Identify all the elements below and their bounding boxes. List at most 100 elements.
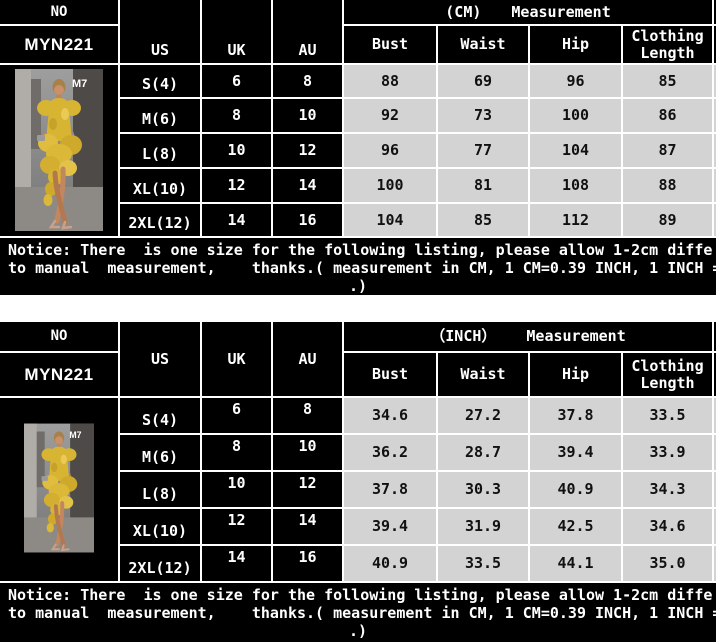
size-cell: 2XL(12)	[120, 204, 200, 236]
au-cell: 14	[273, 169, 342, 202]
au-cell: 16	[273, 204, 342, 236]
hip-cell: 44.1	[530, 546, 621, 581]
no-label: NO	[0, 322, 118, 351]
yellow-dress	[37, 98, 82, 206]
measurement-label: Measurement	[526, 327, 626, 345]
size-cell: M(6)	[120, 435, 200, 470]
length-cell: 34.3	[623, 472, 712, 507]
waist-cell: 81	[438, 169, 528, 202]
edge-sliver	[714, 26, 716, 63]
bust-cell: 104	[344, 204, 436, 236]
uk-cell: 8	[202, 435, 271, 470]
col-header-bust: Bust	[344, 353, 436, 396]
length-cell: 87	[623, 134, 712, 167]
au-cell: 12	[273, 134, 342, 167]
notice-block-inch: Notice: There is one size for the follow…	[0, 581, 716, 642]
size-cell: M(6)	[120, 99, 200, 132]
col-header-waist: Waist	[438, 353, 528, 396]
length-cell: 33.9	[623, 435, 712, 470]
edge-sliver	[714, 472, 716, 507]
col-header-uk: UK	[202, 0, 271, 63]
purse	[41, 476, 48, 481]
size-cell: XL(10)	[120, 169, 200, 202]
au-cell: 10	[273, 99, 342, 132]
bust-cell: 40.9	[344, 546, 436, 581]
waist-cell: 69	[438, 65, 528, 97]
edge-sliver	[714, 99, 716, 132]
size-chart-cm: NO MYN221 US UK AU (CM) Measurement Bust…	[0, 0, 716, 295]
size-chart-cm-grid: NO MYN221 US UK AU (CM) Measurement Bust…	[0, 0, 716, 236]
length-cell: 89	[623, 204, 712, 236]
uk-cell: 12	[202, 169, 271, 202]
edge-sliver	[714, 398, 716, 433]
no-label: NO	[0, 0, 118, 24]
size-cell: 2XL(12)	[120, 546, 200, 581]
col-header-bust: Bust	[344, 26, 436, 63]
notice-line-1: Notice: There is one size for the follow…	[8, 241, 713, 259]
au-cell: 8	[273, 65, 342, 97]
col-header-hip: Hip	[530, 26, 621, 63]
size-cell: L(8)	[120, 134, 200, 167]
length-cell: 86	[623, 99, 712, 132]
unit-header-cm: (CM) Measurement	[344, 0, 712, 24]
bust-cell: 96	[344, 134, 436, 167]
bust-cell: 88	[344, 65, 436, 97]
col-header-au: AU	[273, 322, 342, 396]
model-figure	[41, 431, 78, 552]
legs	[50, 501, 70, 552]
edge-sliver	[714, 435, 716, 470]
bust-cell: 37.8	[344, 472, 436, 507]
size-cell: S(4)	[120, 65, 200, 97]
size-cell: S(4)	[120, 398, 200, 433]
hip-cell: 104	[530, 134, 621, 167]
waist-cell: 85	[438, 204, 528, 236]
measurement-label: Measurement	[511, 2, 611, 21]
waist-cell: 30.3	[438, 472, 528, 507]
col-header-us: US	[120, 322, 200, 396]
notice-line-2: to manual measurement, thanks.( measurem…	[8, 259, 716, 277]
size-chart-inch-grid: NO MYN221 US UK AU （INCH） Measurement Bu…	[0, 322, 716, 581]
model-figure	[37, 79, 82, 230]
waist-cell: 27.2	[438, 398, 528, 433]
au-cell: 16	[273, 546, 342, 581]
hip-cell: 108	[530, 169, 621, 202]
product-photo-cell: M7	[0, 398, 118, 581]
length-cell: 85	[623, 65, 712, 97]
size-cell: XL(10)	[120, 509, 200, 544]
unit-label: （INCH）	[430, 327, 497, 345]
au-cell: 8	[273, 398, 342, 433]
photo-watermark: M7	[72, 78, 87, 90]
notice-block-cm: Notice: There is one size for the follow…	[0, 236, 716, 295]
col-header-au: AU	[273, 0, 342, 63]
purse	[37, 135, 45, 141]
col-header-us: US	[120, 0, 200, 63]
edge-sliver	[714, 353, 716, 396]
notice-line-3: .)	[348, 622, 368, 640]
edge-sliver	[714, 65, 716, 97]
length-cell: 88	[623, 169, 712, 202]
product-photo-cell: M7	[0, 65, 118, 236]
edge-sliver	[714, 509, 716, 544]
col-header-hip: Hip	[530, 353, 621, 396]
hip-cell: 37.8	[530, 398, 621, 433]
uk-cell: 12	[202, 509, 271, 544]
edge-sliver	[714, 0, 716, 24]
bust-cell: 34.6	[344, 398, 436, 433]
product-code: MYN221	[0, 26, 118, 63]
hip-cell: 100	[530, 99, 621, 132]
product-photo: M7	[24, 423, 94, 553]
edge-sliver	[714, 134, 716, 167]
length-cell: 35.0	[623, 546, 712, 581]
au-cell: 10	[273, 435, 342, 470]
size-chart-inch: NO MYN221 US UK AU （INCH） Measurement Bu…	[0, 322, 716, 642]
uk-cell: 14	[202, 546, 271, 581]
hip-cell: 42.5	[530, 509, 621, 544]
uk-cell: 10	[202, 472, 271, 507]
uk-cell: 8	[202, 99, 271, 132]
col-header-waist: Waist	[438, 26, 528, 63]
unit-label: (CM)	[445, 2, 482, 21]
bust-cell: 39.4	[344, 509, 436, 544]
uk-cell: 10	[202, 134, 271, 167]
product-code: MYN221	[0, 353, 118, 396]
hip-cell: 39.4	[530, 435, 621, 470]
